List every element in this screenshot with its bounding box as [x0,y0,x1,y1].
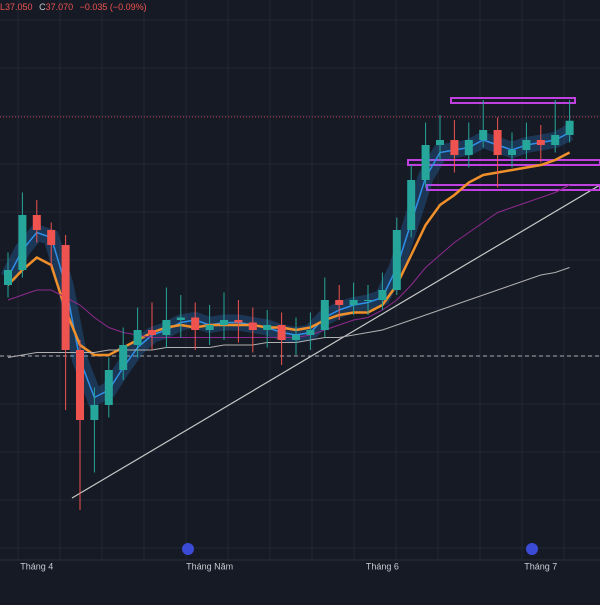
candle-body [364,300,372,301]
candle-body [536,140,545,145]
zones [407,97,600,191]
candle-body [76,350,84,420]
x-tick-label: Tháng Năm [186,561,233,571]
ma-line [7,151,571,357]
candle-body [436,140,444,145]
candle-body [119,345,128,370]
candle-body [349,300,358,305]
candle-body [191,317,200,330]
candle-body [320,300,329,330]
candle-body [378,290,387,300]
candle-body [450,140,459,155]
candle-body [565,120,574,135]
candle-body [32,215,41,230]
header-low: 37.050 [5,2,33,12]
candle-body [162,320,171,335]
x-tick-label: Tháng 6 [366,561,399,571]
candle-body [292,335,300,340]
candle-body [277,325,286,340]
candle-body [205,325,214,330]
candle-body [4,270,12,285]
candle-body [464,140,473,155]
zone [450,97,576,104]
candle-body [335,300,344,305]
ma-line [7,267,570,358]
zone [407,159,600,166]
candle-body [407,180,416,230]
trend-line [71,184,600,499]
candle-body [133,330,142,345]
x-tick-label: Tháng 7 [524,561,557,571]
candle-body [306,330,315,335]
x-axis: Tháng 4 Tháng Năm Tháng 6 Tháng 7 [20,561,557,571]
ma-line [7,131,570,399]
x-tick-label: Tháng 4 [20,561,53,571]
candle-body [508,150,516,155]
header-close-label: C [39,2,46,12]
candle-body [18,215,27,270]
candle-body [263,325,272,330]
candle-body [493,130,502,155]
header: L37.050 C37.070 −0.035 (−0.09%) [0,2,147,12]
candle-body [551,135,560,145]
candle-body [248,322,257,330]
candle-body [392,230,401,290]
candle-body [61,245,70,350]
candle-body [90,405,99,420]
candle-body [220,320,228,325]
header-change: −0.035 (−0.09%) [80,2,147,12]
event-icon[interactable] [526,543,538,555]
header-low-label: L [0,2,5,12]
candle-body [47,230,56,245]
candle-body [176,317,185,320]
zone [426,184,600,191]
header-close: 37.070 [46,2,74,12]
candle-body [234,320,243,323]
candle-body [148,330,156,335]
candle-body [479,130,488,140]
candle-body [522,140,531,150]
candle-body [104,370,113,405]
plot [0,100,574,510]
event-icon[interactable] [182,543,194,555]
candle-body [421,145,430,180]
ma-line [7,184,570,338]
